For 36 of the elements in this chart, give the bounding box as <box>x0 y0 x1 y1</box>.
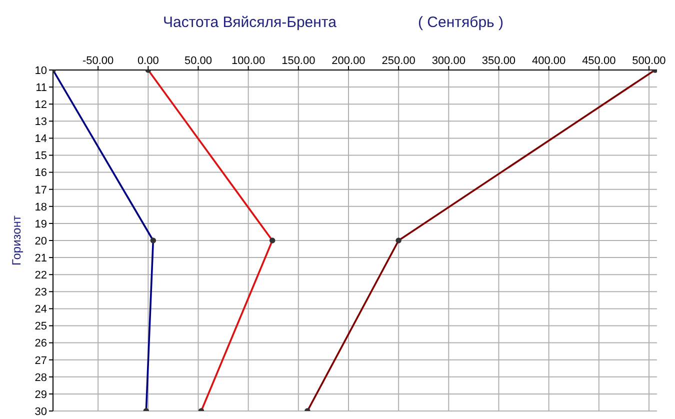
y-tick-label: 13 <box>34 116 47 128</box>
y-tick-label: 12 <box>34 99 47 112</box>
x-tick-label: 0.00 <box>137 55 159 67</box>
x-tick-label: 500.00 <box>632 55 666 67</box>
x-tick-label: 150.00 <box>282 55 316 67</box>
y-tick-label: 30 <box>34 406 47 418</box>
x-tick-label: 100.00 <box>231 55 266 67</box>
y-tick-label: 15 <box>34 150 47 162</box>
y-tick-label: 28 <box>34 372 47 384</box>
x-tick-label: 50.00 <box>184 55 212 67</box>
y-tick-label: 27 <box>34 354 47 367</box>
y-tick-label: 18 <box>34 201 47 214</box>
y-axis-title: Горизонт <box>9 215 24 266</box>
y-tick-label: 22 <box>34 270 47 282</box>
y-tick-label: 29 <box>34 388 47 401</box>
x-tick-label: 450.00 <box>582 55 616 67</box>
y-tick-label: 21 <box>34 252 47 264</box>
y-tick-label: 25 <box>34 320 47 333</box>
x-tick-label: 350.00 <box>482 55 516 67</box>
chart-title: Частота Вяйсяля-Брента <box>163 14 336 31</box>
y-tick-label: 17 <box>34 184 47 196</box>
y-tick-label: 24 <box>34 304 47 316</box>
x-tick-label: 250.00 <box>382 55 416 67</box>
y-tick-label: 10 <box>34 64 47 77</box>
y-tick-label: 19 <box>34 218 47 230</box>
x-tick-label: 400.00 <box>532 55 566 67</box>
y-tick-label: 16 <box>34 167 47 180</box>
x-tick-label: -50.00 <box>82 55 114 67</box>
chart-subtitle: ( Сентябрь ) <box>418 14 504 31</box>
y-tick-label: 20 <box>34 235 47 248</box>
y-tick-label: 14 <box>34 133 47 146</box>
x-tick-label: 300.00 <box>432 55 466 67</box>
y-tick-label: 26 <box>34 338 47 350</box>
x-tick-label: 200.00 <box>332 55 366 67</box>
y-tick-label: 23 <box>34 286 47 299</box>
y-tick-label: 11 <box>36 82 47 94</box>
